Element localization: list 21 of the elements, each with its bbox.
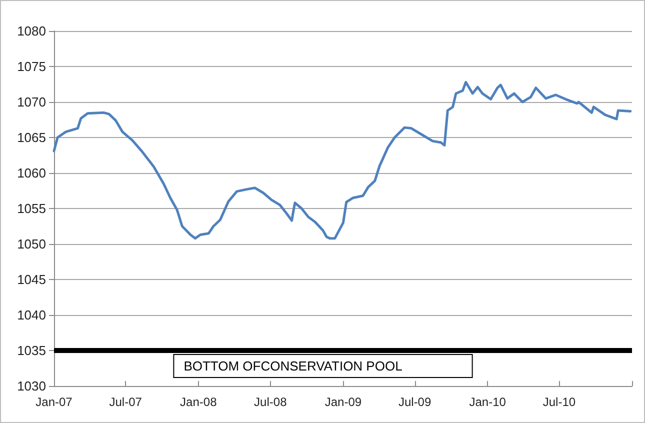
x-tick-label: Jan-07: [36, 395, 73, 409]
y-tick-label: 1075: [17, 59, 46, 74]
y-tick-label: 1060: [17, 166, 46, 180]
ref-line-label: BOTTOM OFCONSERVATION POOL: [184, 358, 402, 374]
x-tick-label: Jan-08: [180, 395, 218, 409]
y-tick-label: 1080: [17, 24, 46, 38]
x-tick-label: Jul-10: [542, 395, 576, 409]
y-tick-label: 1050: [17, 236, 46, 252]
y-tick-label: 1065: [17, 130, 46, 145]
y-tick-label: 1055: [17, 201, 46, 216]
x-tick-label: Jul-07: [109, 395, 142, 409]
y-tick-label: 1035: [17, 343, 46, 358]
y-tick-label: 1040: [17, 308, 46, 322]
x-tick-label: Jan-09: [324, 395, 362, 409]
x-tick-label: Jul-09: [398, 395, 432, 409]
y-tick-label: 1030: [17, 378, 46, 394]
x-tick-label: Jan-10: [469, 395, 506, 409]
line-series: [52, 80, 632, 240]
x-tick-label: Jul-08: [254, 395, 288, 409]
y-tick-label: 1045: [17, 272, 46, 287]
y-tick-label: 1070: [17, 94, 46, 110]
